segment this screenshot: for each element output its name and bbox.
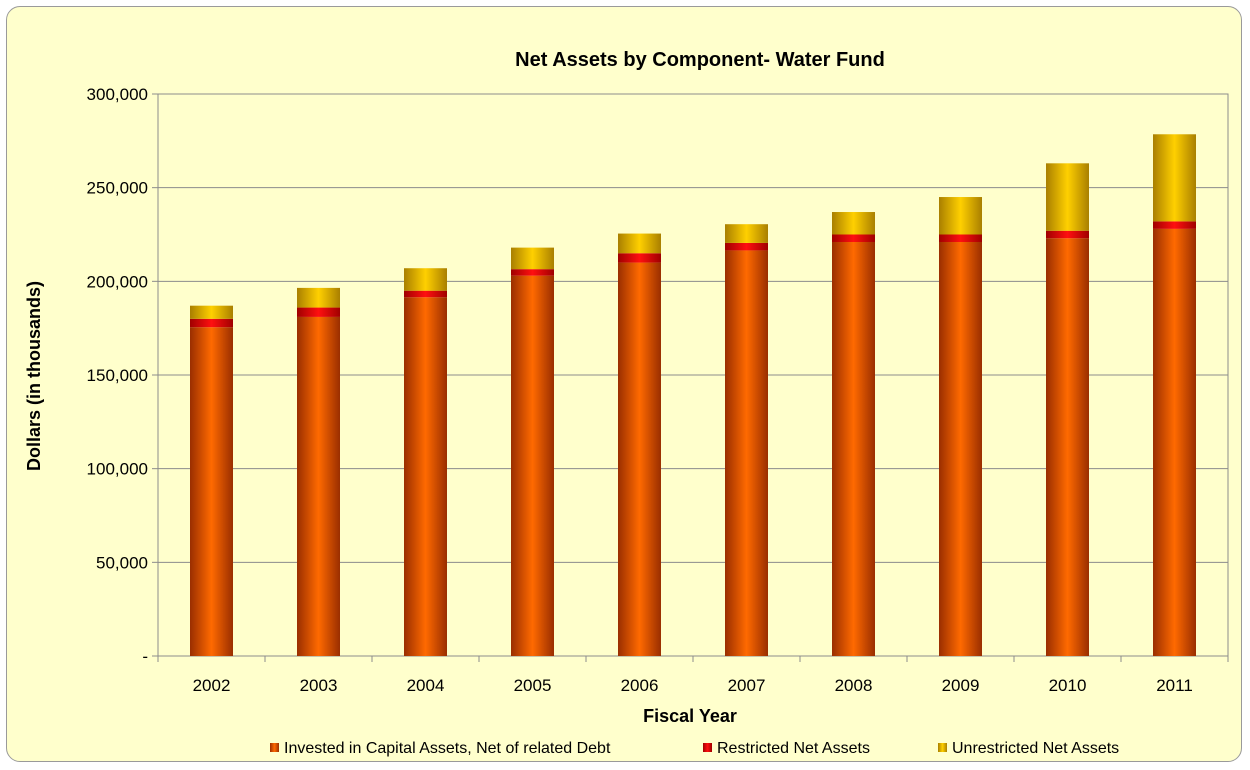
bar-segment xyxy=(618,253,661,263)
bar-segment xyxy=(1153,221,1196,229)
legend-swatch xyxy=(938,743,947,752)
bar-segment xyxy=(1046,163,1089,231)
bar-segment xyxy=(939,197,982,235)
plot-area: - 50,000 100,000 150,000 200,000 250,000 300,0… xyxy=(87,85,1229,695)
x-tick-label: 2007 xyxy=(728,676,766,695)
bar-segment xyxy=(618,262,661,656)
x-tick-label: 2004 xyxy=(407,676,445,695)
bar-segment xyxy=(832,241,875,656)
legend-label: Invested in Capital Assets, Net of relat… xyxy=(284,740,611,757)
y-tick-label: 150,000 xyxy=(87,366,148,385)
bar-segment xyxy=(618,233,661,254)
bar-segment xyxy=(190,327,233,656)
x-tick-label: 2008 xyxy=(835,676,873,695)
legend-swatch xyxy=(703,743,712,752)
bar-segment xyxy=(725,224,768,243)
x-tick-label: 2003 xyxy=(300,676,338,695)
x-axis-title: Fiscal Year xyxy=(643,706,737,726)
x-tick-label: 2010 xyxy=(1049,676,1087,695)
bar-segment xyxy=(832,234,875,242)
bar-segment xyxy=(297,287,340,308)
chart-title: Net Assets by Component- Water Fund xyxy=(515,49,885,71)
legend-swatch xyxy=(270,743,279,752)
legend-label: Restricted Net Assets xyxy=(717,740,870,757)
bar-segment xyxy=(297,307,340,317)
y-tick-label: 100,000 xyxy=(87,460,148,479)
bar-segment xyxy=(1046,230,1089,239)
y-tick-label: 50,000 xyxy=(96,553,148,572)
x-tick-label: 2011 xyxy=(1156,676,1193,695)
bar-segment xyxy=(404,268,447,291)
bar-segment xyxy=(404,290,447,298)
bar-segment xyxy=(1046,238,1089,656)
y-tick-label: - xyxy=(142,647,148,666)
x-tick-label: 2006 xyxy=(621,676,659,695)
y-axis-title: Dollars (in thousands) xyxy=(24,281,44,471)
bar-segment xyxy=(939,234,982,242)
legend-label: Unrestricted Net Assets xyxy=(952,740,1119,757)
bar-segment xyxy=(404,297,447,656)
bar-segment xyxy=(511,275,554,656)
bar-segment xyxy=(939,241,982,656)
bar-segment xyxy=(1153,134,1196,222)
bar-segment xyxy=(190,305,233,319)
bar-segment xyxy=(190,318,233,328)
x-tick-label: 2005 xyxy=(514,676,552,695)
bar-segment xyxy=(832,212,875,235)
bar-segment xyxy=(1153,228,1196,656)
y-tick-label: 250,000 xyxy=(87,179,148,198)
bar-segment xyxy=(725,250,768,656)
bar-segment xyxy=(297,316,340,656)
bar-segment xyxy=(511,247,554,270)
y-tick-label: 200,000 xyxy=(87,272,148,291)
bar-segment xyxy=(725,242,768,251)
x-tick-label: 2009 xyxy=(942,676,980,695)
x-tick-label: 2002 xyxy=(193,676,231,695)
bar-segment xyxy=(511,269,554,276)
y-tick-label: 300,000 xyxy=(87,85,148,104)
legend: Invested in Capital Assets, Net of relat… xyxy=(270,740,1119,757)
